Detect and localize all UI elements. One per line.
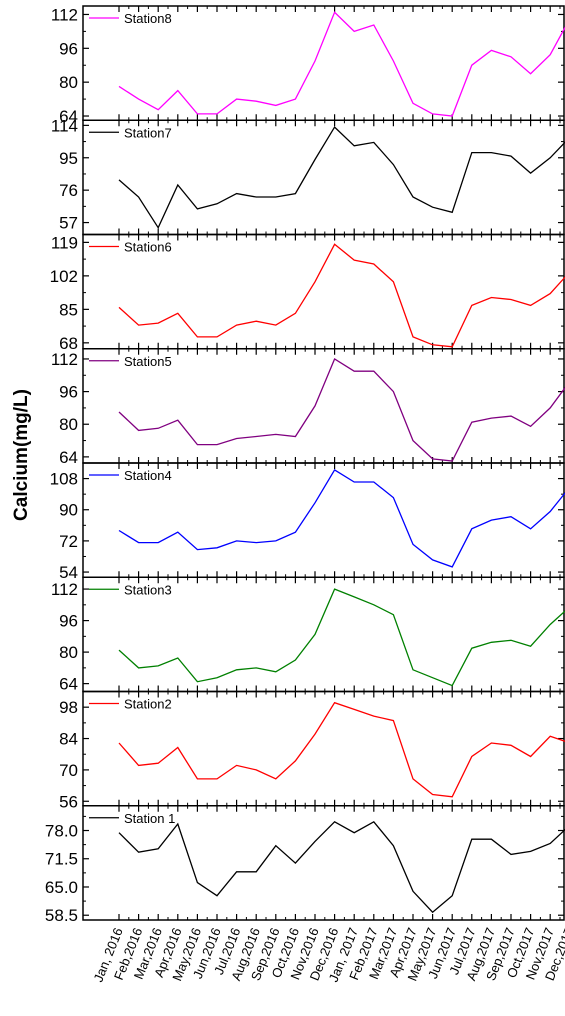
y-tick-label: 70 [59,761,78,780]
y-tick-label: 64 [59,675,78,694]
y-tick-label: 56 [59,792,78,811]
panel-frame [82,805,565,921]
y-axis-title: Calcium(mg/L) [11,389,32,521]
legend-label: Station 1 [124,811,175,826]
y-tick-label: 112 [51,350,78,369]
y-tick-label: 78.0 [45,822,78,841]
y-tick-label: 64 [59,107,78,126]
y-tick-label: 90 [59,501,78,520]
y-tick-label: 95 [59,149,78,168]
series-line [118,358,565,462]
y-tick-label: 102 [50,267,78,286]
y-tick-label: 80 [59,415,78,434]
y-tick-label: 85 [59,300,78,319]
y-tick-label: 57 [59,214,78,233]
y-tick-label: 96 [59,39,78,58]
y-tick-label: 96 [59,612,78,631]
station-panel: 58.5 65.0 71.5 78.0 Station 1 [45,805,565,925]
y-tick-label: 80 [59,643,78,662]
station-panel: 56 70 84 98 Station2 [59,690,565,811]
y-tick-label: 54 [59,563,78,582]
y-tick-label: 68 [59,334,78,353]
x-tick-labels: Jan, 2016Feb,2016Mar,2016Apr,2016May,201… [90,926,565,985]
y-tick-label: 114 [51,116,78,135]
station-panel: 64 80 96 112 Station5 [51,348,565,467]
station-panel: 64 80 96 112 Station8 [51,5,565,126]
legend-label: Station3 [124,582,172,597]
series-line [118,126,565,230]
y-tick-label: 58.5 [45,906,78,925]
y-tick-label: 64 [59,448,78,467]
legend-label: Station8 [124,11,172,26]
y-tick-label: 98 [59,698,78,717]
y-tick-label: 80 [59,73,78,92]
series-line [118,701,565,798]
y-tick-label: 76 [59,181,78,200]
legend-label: Station4 [124,468,172,483]
legend-label: Station6 [124,240,172,255]
station-panel: 57 76 95 114 Station7 [51,116,565,236]
station-panel: 64 80 96 112 Station3 [51,576,565,694]
series-line [118,820,565,914]
legend-label: Station5 [124,354,172,369]
y-tick-label: 119 [51,233,78,252]
legend-label: Station7 [124,125,172,140]
y-tick-label: 96 [59,383,78,402]
series-line [118,588,565,687]
y-tick-label: 112 [51,5,78,24]
series-line [118,469,565,568]
y-tick-label: 84 [59,730,78,749]
series-line [118,11,565,117]
station-panels: 64 80 96 112 Station8 57 76 95 114 Station7 68 85 10… [45,5,565,925]
y-tick-label: 108 [50,470,78,489]
y-tick-label: 71.5 [45,850,78,869]
y-tick-label: 65.0 [45,878,78,897]
station-panel: 68 85 102 119 Station6 [50,233,565,353]
station-panel: 54 72 90 108 Station4 [50,462,565,582]
series-line [118,243,565,348]
y-tick-label: 112 [51,580,78,599]
y-tick-label: 72 [59,532,78,551]
legend-label: Station2 [124,697,172,712]
